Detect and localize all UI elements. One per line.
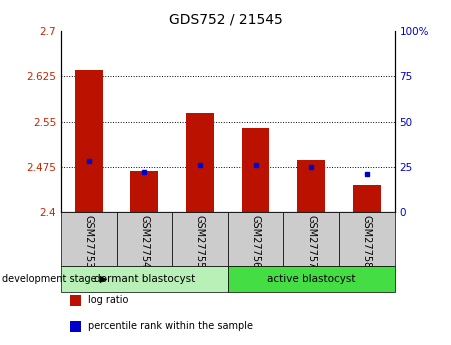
Text: GSM27754: GSM27754: [139, 215, 149, 268]
Text: active blastocyst: active blastocyst: [267, 274, 355, 284]
Bar: [186, 112, 214, 212]
Bar: [353, 185, 381, 212]
Bar: [172, 212, 228, 266]
Bar: [339, 212, 395, 266]
Bar: [228, 212, 283, 266]
Bar: [116, 212, 172, 266]
Bar: [61, 212, 116, 266]
Text: GSM27755: GSM27755: [195, 215, 205, 268]
Text: GDS752 / 21545: GDS752 / 21545: [169, 12, 282, 26]
Text: log ratio: log ratio: [88, 295, 129, 305]
Bar: [242, 128, 270, 212]
Text: GSM27758: GSM27758: [362, 215, 372, 268]
Text: GSM27756: GSM27756: [251, 215, 261, 268]
Bar: [130, 171, 158, 212]
Text: dormant blastocyst: dormant blastocyst: [94, 274, 195, 284]
Bar: [297, 160, 325, 212]
Bar: [61, 266, 228, 292]
Bar: [228, 266, 395, 292]
Bar: [283, 212, 339, 266]
Text: GSM27757: GSM27757: [306, 215, 316, 268]
Text: percentile rank within the sample: percentile rank within the sample: [88, 321, 253, 331]
Text: development stage ▶: development stage ▶: [2, 274, 107, 284]
Text: GSM27753: GSM27753: [84, 215, 94, 268]
Bar: [75, 70, 103, 212]
